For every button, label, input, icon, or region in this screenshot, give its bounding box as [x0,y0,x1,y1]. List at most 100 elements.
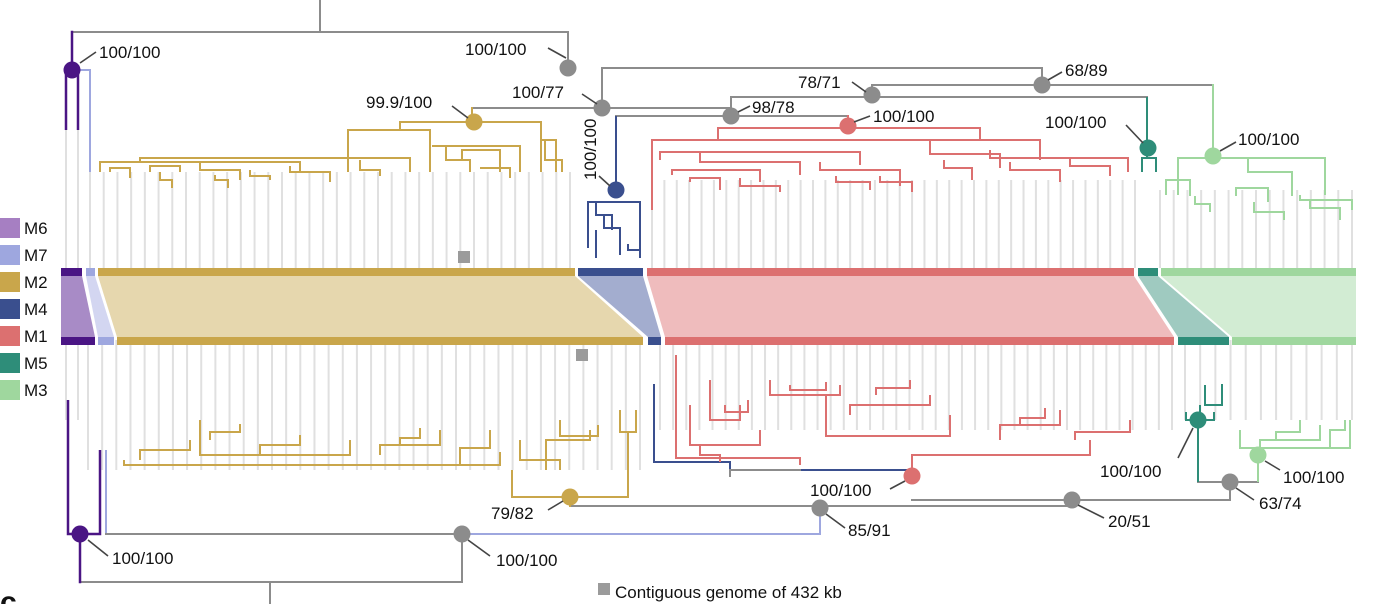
support-label-bottom-m6: 100/100 [112,549,173,568]
node-bottom-m6 [71,525,89,543]
node-bottom-m3 [1249,446,1267,464]
support-label-bottom-m5: 100/100 [1100,462,1161,481]
leader-top-m6 [79,51,97,64]
node-bottom-m5 [1189,411,1207,429]
band-top-m3 [1161,268,1356,276]
band-top-m6 [61,268,82,276]
legend-swatch-m3 [0,380,20,400]
branch-top-m1 [671,169,761,182]
node-top-m3 [1204,147,1222,165]
branch-bottom-m1 [724,400,749,413]
node-bottom-m2 [561,488,579,506]
legend-swatch-m4 [0,299,20,319]
branch-top-m2 [289,166,331,182]
band-connector-m3 [1161,276,1356,337]
leader-bottom-m1 [889,480,906,490]
support-label-top-m1: 100/100 [873,107,934,126]
node-top-m1-m5-m3 [863,86,881,104]
legend-swatch-m5 [0,353,20,373]
leader-top-m5 [1125,124,1144,144]
band-bottom-m4 [648,337,661,345]
branch-top-m1 [739,178,781,192]
leader-bottom-m2-rest [825,513,846,529]
branch-top-m1 [943,160,973,180]
legend-label-m2: M2 [24,273,48,292]
legend-label-m1: M1 [24,327,48,346]
node-bottom-m1 [903,467,921,485]
legend-label-m6: M6 [24,219,48,238]
branch-top-m2 [249,170,271,180]
branch-top-m1 [1009,162,1061,182]
band-connector-m6 [61,276,95,337]
leader-top-m4-m1 [737,105,751,113]
band-connector-m5 [1138,276,1229,337]
band-connector-m1 [647,276,1174,337]
branch-top-m1 [651,139,1041,210]
branch-bottom-m2 [619,410,637,433]
band-bottom-m2 [117,337,643,345]
branch-bottom-m3 [1239,420,1351,449]
support-label-bottom-m1: 100/100 [810,481,871,500]
node-top-m5-m3 [1033,76,1051,94]
branch-bottom-m1 [769,380,841,396]
branch-top-m4 [627,244,641,258]
bottom-support-labels: 100/100 100/100 79/82 85/91 100/100 20/5… [112,462,1344,570]
leader-top-m1-m5-m3 [851,81,867,93]
clade-bands [61,268,1356,345]
branch-top-m1 [689,177,721,190]
band-bottom-m7 [98,337,114,345]
support-label-bottom-root-right: 100/100 [496,551,557,570]
branch-bottom-m1 [699,445,721,462]
branch-bottom-m1 [875,380,911,395]
branch-bottom-m2 [139,440,191,460]
legend-label-m4: M4 [24,300,48,319]
branch-bottom-m2 [399,428,421,445]
support-label-bottom-m5-m3: 63/74 [1259,494,1302,513]
node-top-m2 [465,113,483,131]
legend-label-m3: M3 [24,381,48,400]
node-bottom-m5-m3 [1221,473,1239,491]
branch-top-m7 [78,69,91,172]
branch-top-m3 [1247,158,1293,196]
top-support-labels: 100/100 100/100 68/89 78/71 100/77 98/78… [99,40,1299,180]
leader-top-m2 [451,105,469,119]
branch-top-m2 [432,145,521,172]
branch-bottom-m1 [825,395,951,437]
branch-top-m1 [879,176,913,192]
branch-top-m2 [347,129,431,172]
branch-top-m3 [1165,179,1191,196]
leader-bottom-root-right [467,539,491,557]
band-connector-m4 [578,276,661,337]
branch-bottom-m2 [209,424,241,440]
support-label-top-m3: 100/100 [1238,130,1299,149]
support-label-top-m1-m5-m3: 78/71 [798,73,841,92]
legend: M6 M7 M2 M4 M1 M5 M3 [0,218,48,400]
branch-bottom-m2 [519,440,561,470]
support-label-top-m5-m3: 68/89 [1065,61,1108,80]
leader-top-m1 [853,115,871,123]
branch-bottom-m6 [66,400,80,536]
support-label-top-m5: 100/100 [1045,113,1106,132]
branch-top-m3 [1299,195,1353,210]
contiguous-genome-marker-top [458,251,470,263]
branch-top-m3 [1309,200,1341,220]
node-top-m2-m4-m1 [593,99,611,117]
legend-swatch-m7 [0,245,20,265]
band-bottom-m3 [1232,337,1356,345]
branch-top-m1 [989,150,1129,172]
footnote-text: Contiguous genome of 432 kb [615,583,842,602]
support-label-top-root-right: 100/100 [465,40,526,59]
footnote-marker [598,583,610,595]
legend-swatch-m6 [0,218,20,238]
node-top-m4-m1 [722,107,740,125]
branch-top-m6 [64,68,80,130]
branch-top-m3 [1177,157,1326,195]
branch-bottom-m2 [259,435,301,455]
branch-top-m2 [199,162,241,180]
branch-top-m3 [1235,187,1269,202]
branch-top-m2 [214,175,229,188]
branch-top-m2 [480,167,511,178]
support-label-bottom-m2: 79/82 [491,504,534,523]
branch-top-m1 [699,152,801,175]
contiguous-genome-marker-bottom [576,349,588,361]
